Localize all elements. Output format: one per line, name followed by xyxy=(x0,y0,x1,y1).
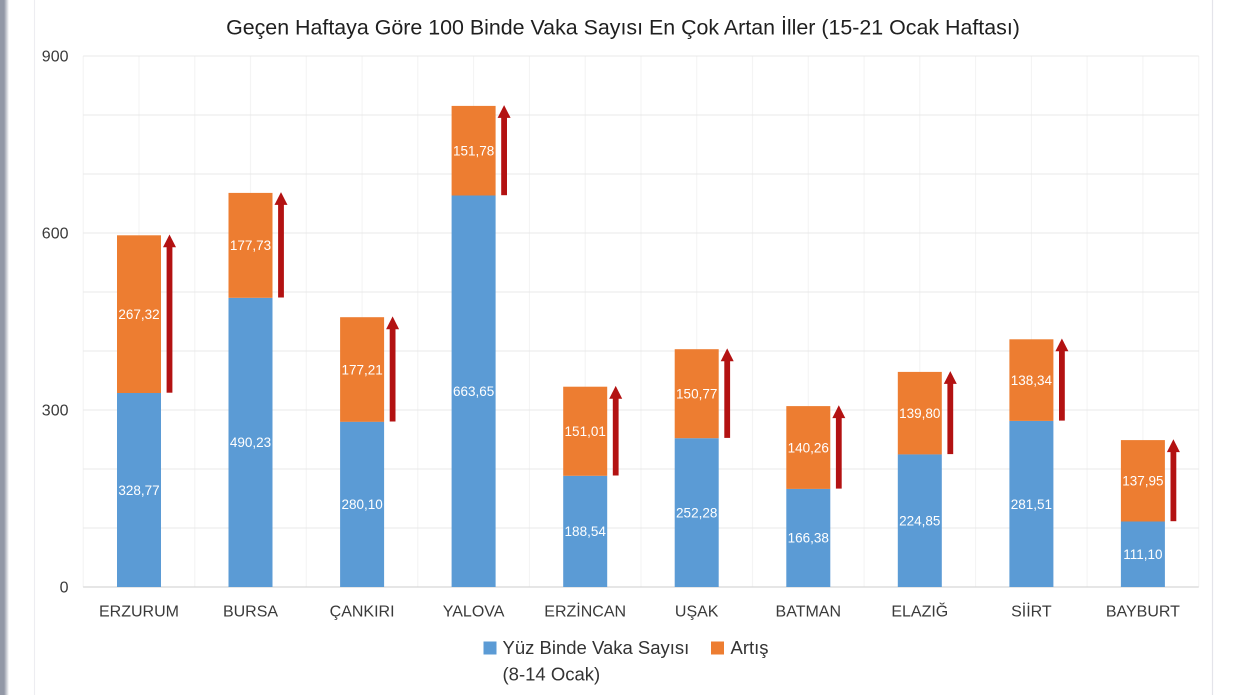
svg-text:188,54: 188,54 xyxy=(565,524,607,539)
svg-text:BATMAN: BATMAN xyxy=(776,604,841,621)
svg-text:137,95: 137,95 xyxy=(1122,474,1163,489)
svg-text:Yüz Binde Vaka Sayısı: Yüz Binde Vaka Sayısı xyxy=(503,637,690,658)
svg-text:BAYBURT: BAYBURT xyxy=(1106,604,1180,621)
svg-text:300: 300 xyxy=(42,403,69,420)
svg-text:Geçen Haftaya Göre 100 Binde V: Geçen Haftaya Göre 100 Binde Vaka Sayısı… xyxy=(226,16,1020,40)
svg-text:SİİRT: SİİRT xyxy=(1011,602,1052,621)
svg-text:166,38: 166,38 xyxy=(788,531,829,546)
svg-text:Artış: Artış xyxy=(731,637,769,658)
svg-text:151,01: 151,01 xyxy=(565,424,606,439)
svg-text:177,73: 177,73 xyxy=(230,238,271,253)
svg-text:(8-14 Ocak): (8-14 Ocak) xyxy=(503,664,601,685)
svg-text:177,21: 177,21 xyxy=(341,362,382,377)
svg-text:900: 900 xyxy=(42,49,69,66)
svg-text:252,28: 252,28 xyxy=(676,505,717,520)
svg-text:ÇANKIRI: ÇANKIRI xyxy=(330,604,395,621)
svg-text:139,80: 139,80 xyxy=(899,406,940,421)
svg-text:663,65: 663,65 xyxy=(453,384,494,399)
svg-text:YALOVA: YALOVA xyxy=(443,604,505,621)
svg-text:111,10: 111,10 xyxy=(1123,547,1162,562)
svg-text:140,26: 140,26 xyxy=(788,440,829,455)
svg-text:490,23: 490,23 xyxy=(230,435,271,450)
svg-text:UŞAK: UŞAK xyxy=(675,604,719,621)
svg-text:600: 600 xyxy=(42,226,69,243)
svg-text:0: 0 xyxy=(60,580,69,597)
svg-text:150,77: 150,77 xyxy=(676,387,717,402)
svg-text:ERZİNCAN: ERZİNCAN xyxy=(544,602,626,621)
svg-text:138,34: 138,34 xyxy=(1011,373,1053,388)
svg-text:ELAZIĞ: ELAZIĞ xyxy=(891,602,948,621)
svg-text:281,51: 281,51 xyxy=(1011,497,1052,512)
svg-text:ERZURUM: ERZURUM xyxy=(99,604,179,621)
svg-text:267,32: 267,32 xyxy=(118,307,159,322)
svg-text:328,77: 328,77 xyxy=(118,483,159,498)
svg-text:BURSA: BURSA xyxy=(223,604,278,621)
svg-text:280,10: 280,10 xyxy=(341,497,382,512)
svg-text:224,85: 224,85 xyxy=(899,514,940,529)
svg-text:151,78: 151,78 xyxy=(453,144,494,159)
